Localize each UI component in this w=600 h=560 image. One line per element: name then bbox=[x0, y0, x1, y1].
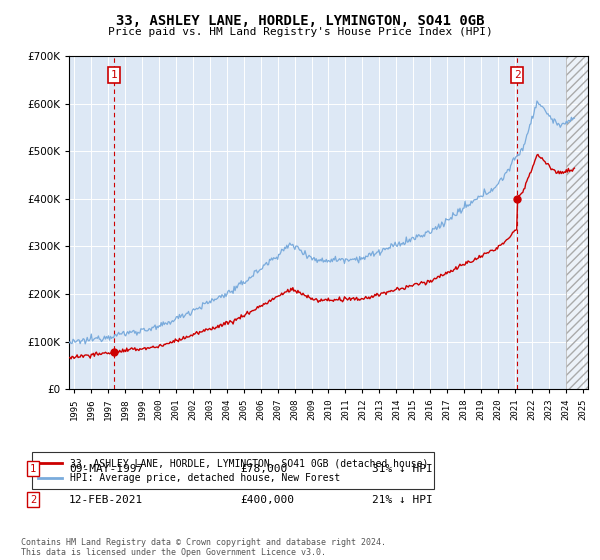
Text: £400,000: £400,000 bbox=[240, 494, 294, 505]
Text: 21% ↓ HPI: 21% ↓ HPI bbox=[372, 494, 433, 505]
Text: 33, ASHLEY LANE, HORDLE, LYMINGTON, SO41 0GB: 33, ASHLEY LANE, HORDLE, LYMINGTON, SO41… bbox=[116, 14, 484, 28]
Bar bbox=[566, 56, 596, 389]
Text: 12-FEB-2021: 12-FEB-2021 bbox=[69, 494, 143, 505]
Text: 2: 2 bbox=[30, 494, 36, 505]
Legend: 33, ASHLEY LANE, HORDLE, LYMINGTON, SO41 0GB (detached house), HPI: Average pric: 33, ASHLEY LANE, HORDLE, LYMINGTON, SO41… bbox=[32, 452, 434, 489]
Text: Price paid vs. HM Land Registry's House Price Index (HPI): Price paid vs. HM Land Registry's House … bbox=[107, 27, 493, 37]
Text: Contains HM Land Registry data © Crown copyright and database right 2024.
This d: Contains HM Land Registry data © Crown c… bbox=[21, 538, 386, 557]
Text: 09-MAY-1997: 09-MAY-1997 bbox=[69, 464, 143, 474]
Text: 1: 1 bbox=[111, 70, 118, 80]
Text: 31% ↓ HPI: 31% ↓ HPI bbox=[372, 464, 433, 474]
Text: £78,000: £78,000 bbox=[240, 464, 287, 474]
Text: 2: 2 bbox=[514, 70, 520, 80]
Text: 1: 1 bbox=[30, 464, 36, 474]
Bar bbox=[566, 56, 596, 389]
